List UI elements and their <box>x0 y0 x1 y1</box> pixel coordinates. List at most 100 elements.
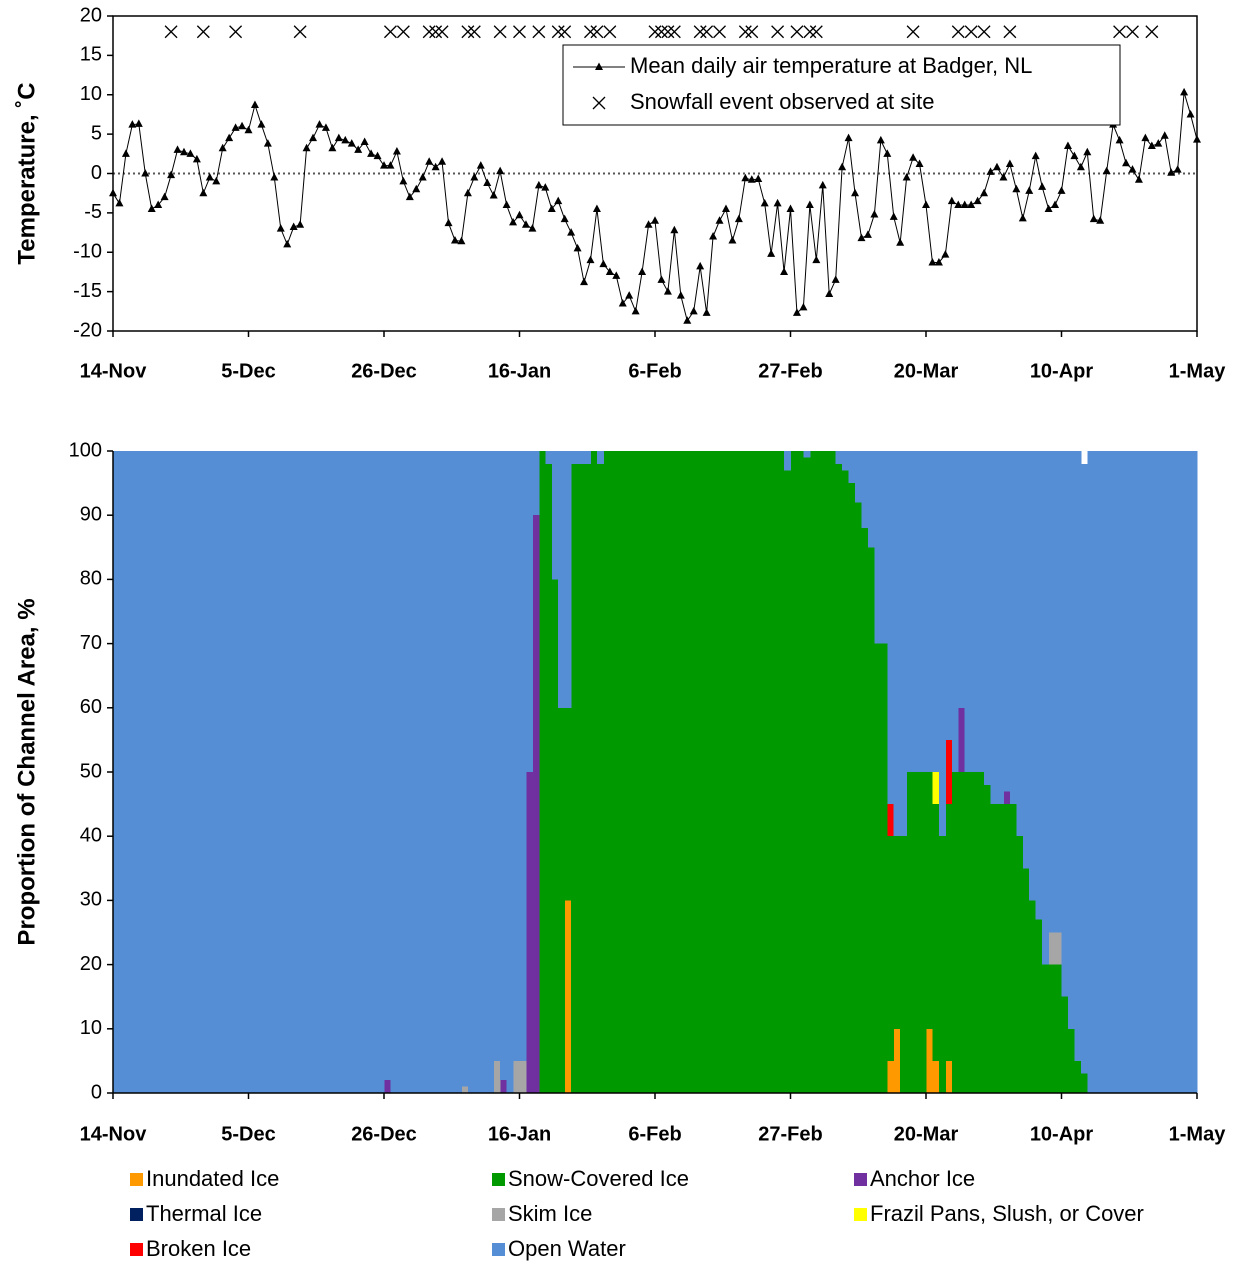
point-marker <box>560 214 569 223</box>
point-marker <box>1167 168 1176 176</box>
bar-segment <box>1016 836 1024 1093</box>
bar-segment <box>203 451 211 1093</box>
bar-segment <box>416 451 424 1093</box>
point-marker <box>489 191 498 199</box>
point-marker <box>444 218 453 227</box>
bar-segment <box>183 451 191 1093</box>
legend-swatch <box>130 1243 143 1256</box>
point-marker <box>341 135 350 144</box>
y-tick-label: 20 <box>80 4 102 26</box>
legend-label: Mean daily air temperature at Badger, NL <box>630 53 1032 78</box>
point-marker <box>115 198 124 207</box>
bar-segment <box>867 547 875 1093</box>
point-marker <box>825 289 834 297</box>
bar-segment <box>700 451 708 1093</box>
bar-segment <box>732 451 740 1093</box>
bar-segment <box>725 451 733 1093</box>
point-marker <box>1005 159 1014 168</box>
point-marker <box>283 239 292 248</box>
bar-segment <box>590 451 598 1093</box>
bar-segment <box>145 451 153 1093</box>
bar-segment <box>926 1028 933 1093</box>
point-marker <box>689 306 698 315</box>
point-marker <box>1180 87 1189 96</box>
axes: Inundated Ice Snow-Covered Ice Anchor Ice T… <box>13 439 1226 1261</box>
bar-segment <box>596 451 604 464</box>
bar-segment <box>945 739 953 805</box>
bar-segment <box>693 451 701 1093</box>
point-marker <box>296 220 305 228</box>
point-marker <box>713 25 726 39</box>
y-axis-title: Temperature, ˚C <box>13 82 40 264</box>
point-marker <box>831 275 840 283</box>
bar-segment <box>209 451 217 1093</box>
bar-segment <box>545 451 553 464</box>
bar-segment <box>900 451 908 837</box>
point-marker <box>160 192 169 201</box>
y-tick-label: 0 <box>91 1081 102 1103</box>
bar-segment <box>125 451 133 1093</box>
bar-segment <box>867 451 875 548</box>
legend-label: Snow-Covered Ice <box>508 1166 689 1191</box>
bar-segment <box>964 772 972 1093</box>
bar-segment <box>874 643 882 1093</box>
point-marker <box>715 216 724 224</box>
point-marker <box>999 172 1008 181</box>
bar-segment <box>661 451 669 1093</box>
bar-segment <box>332 451 340 1093</box>
x-tick-label: 16-Jan <box>488 1123 551 1145</box>
point-marker <box>876 135 885 144</box>
bar-segment <box>1003 804 1011 1093</box>
bar-segment <box>990 804 998 1093</box>
point-marker <box>244 125 253 134</box>
point-marker <box>790 25 804 39</box>
point-marker <box>1126 25 1139 39</box>
bar-segment <box>545 463 553 1094</box>
bar-segment <box>655 451 662 1093</box>
point-marker <box>1102 166 1111 175</box>
bar-segment <box>984 784 991 1093</box>
bar-segment <box>235 451 243 1093</box>
bar-segment <box>358 451 366 1093</box>
point-marker <box>1025 186 1034 194</box>
bar-segment <box>926 772 933 1029</box>
point-marker <box>315 120 324 128</box>
bar-segment <box>1080 463 1088 1074</box>
bar-segment <box>1055 932 1062 965</box>
point-marker <box>889 212 898 220</box>
bar-segment <box>596 463 604 1094</box>
legend-swatch <box>492 1173 505 1186</box>
bar-segment <box>945 451 953 740</box>
bar-segment <box>887 804 895 837</box>
point-marker <box>470 172 479 181</box>
point-marker <box>270 172 279 181</box>
point-marker <box>728 235 737 244</box>
point-marker <box>654 25 668 39</box>
bar-segment <box>1009 451 1017 805</box>
bar-segment <box>1035 451 1043 920</box>
bar-segment <box>893 836 901 1029</box>
bar-segment <box>1067 1028 1075 1093</box>
point-marker <box>805 200 814 208</box>
bar-segment <box>474 451 482 1093</box>
point-marker <box>1038 182 1047 190</box>
point-marker <box>767 249 776 257</box>
bar-segment <box>558 707 566 1093</box>
point-marker <box>644 220 653 228</box>
bar-segment <box>616 451 624 1093</box>
bar-segment <box>996 451 1004 805</box>
point-marker <box>476 161 485 169</box>
bar-segment <box>848 451 856 484</box>
x-tick-label: 10-Apr <box>1030 360 1094 382</box>
bar-segment <box>1048 451 1056 933</box>
y-tick-label: 10 <box>80 1017 102 1039</box>
bar-segment <box>1048 964 1056 1093</box>
bar-segment <box>1074 451 1082 1061</box>
point-marker <box>590 25 604 39</box>
bar-segment <box>267 451 275 1093</box>
bar-segment <box>1106 451 1114 1093</box>
point-marker <box>667 25 681 39</box>
point-marker <box>771 25 785 39</box>
point-marker <box>383 25 397 39</box>
point-marker <box>328 143 337 152</box>
